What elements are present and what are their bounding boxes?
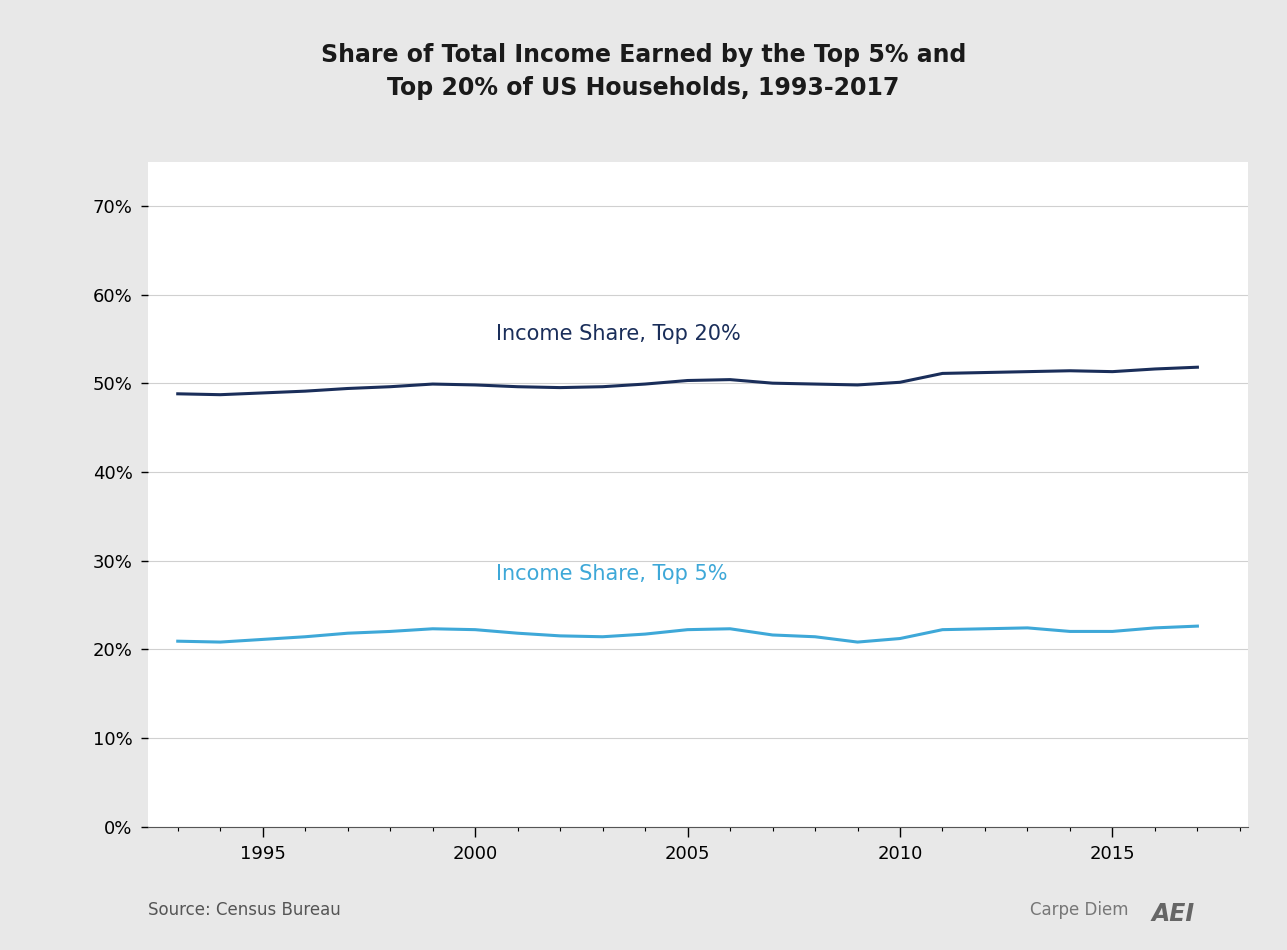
Text: Source: Census Bureau: Source: Census Bureau bbox=[148, 902, 341, 919]
Text: Income Share, Top 20%: Income Share, Top 20% bbox=[497, 324, 741, 345]
Text: Income Share, Top 5%: Income Share, Top 5% bbox=[497, 563, 728, 584]
Text: Share of Total Income Earned by the Top 5% and
Top 20% of US Households, 1993-20: Share of Total Income Earned by the Top … bbox=[320, 43, 967, 101]
Text: AEI: AEI bbox=[1152, 902, 1196, 926]
Text: Carpe Diem: Carpe Diem bbox=[1030, 902, 1129, 919]
